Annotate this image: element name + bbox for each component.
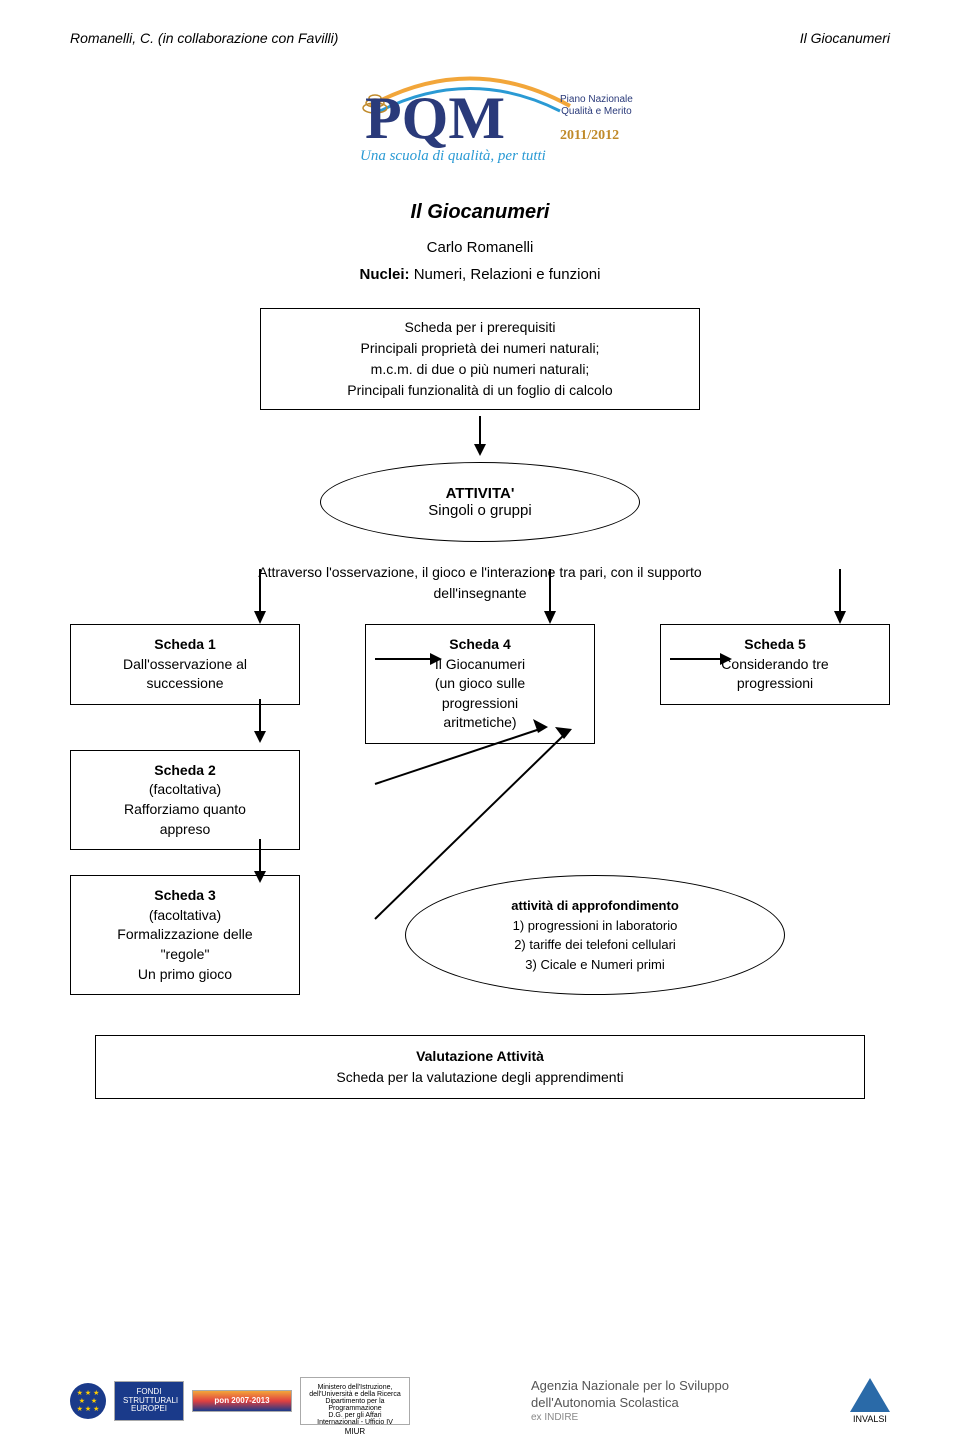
author-subtitle: Carlo Romanelli — [70, 239, 890, 256]
scheda3-l3: "regole" — [83, 945, 287, 965]
scheda2-l3: appreso — [83, 820, 287, 840]
scheda1-title: Scheda 1 — [83, 635, 287, 655]
prereq-l1: Scheda per i prerequisiti — [273, 317, 687, 338]
scheda1-box: Scheda 1 Dall'osservazione al succession… — [70, 624, 300, 705]
scheda5-l2: progressioni — [673, 674, 877, 694]
nuclei-line: Nuclei: Numeri, Relazioni e funzioni — [70, 266, 890, 283]
invalsi-label: INVALSI — [850, 1414, 890, 1424]
header-right: Il Giocanumeri — [800, 30, 890, 46]
miur-text: Ministero dell'Istruzione, dell'Universi… — [309, 1384, 401, 1426]
scheda4-l3: progressioni — [378, 694, 582, 714]
footer-left-block: ★ ★ ★★ ★★ ★ ★ FONDI STRUTTURALI EUROPEI … — [70, 1377, 410, 1425]
attivita-sub: Singoli o gruppi — [428, 502, 531, 519]
pqm-side-line2: Qualità e Merito — [560, 106, 633, 118]
approf-title: attività di approfondimento — [511, 896, 679, 916]
header-left: Romanelli, C. (in collaborazione con Fav… — [70, 30, 338, 46]
prereq-l3: m.c.m. di due o più numeri naturali; — [273, 359, 687, 380]
bottom-row: Scheda 3 (facoltativa) Formalizzazione d… — [70, 875, 890, 995]
invalsi-logo: INVALSI — [850, 1378, 890, 1424]
approf-l1: 1) progressioni in laboratorio — [513, 916, 678, 936]
approfondimento-oval: attività di approfondimento 1) progressi… — [405, 875, 785, 995]
nuclei-value: Numeri, Relazioni e funzioni — [414, 266, 601, 283]
agency-l2: dell'Autonomia Scolastica — [531, 1395, 729, 1412]
attivita-oval: ATTIVITA' Singoli o gruppi — [320, 462, 640, 542]
pqm-year: 2011/2012 — [560, 128, 619, 144]
valutazione-title: Valutazione Attività — [106, 1046, 854, 1067]
mid-text: Attraverso l'osservazione, il gioco e l'… — [210, 562, 750, 604]
pqm-side-line1: Piano Nazionale — [560, 94, 633, 106]
scheda1-l1: Dall'osservazione al — [83, 655, 287, 675]
scheda3-l1: (facoltativa) — [83, 906, 287, 926]
scheda2-title: Scheda 2 — [83, 761, 287, 781]
eu-stars-icon: ★ ★ ★★ ★★ ★ ★ — [70, 1383, 106, 1419]
footer-center-block: Agenzia Nazionale per lo Sviluppo dell'A… — [531, 1378, 729, 1425]
prereq-l2: Principali proprietà dei numeri naturali… — [273, 338, 687, 359]
fondi-label: FONDI STRUTTURALI EUROPEI — [114, 1381, 184, 1421]
page-header: Romanelli, C. (in collaborazione con Fav… — [70, 30, 890, 46]
scheda4-title: Scheda 4 — [378, 635, 582, 655]
scheda5-l1: Considerando tre — [673, 655, 877, 675]
valutazione-l1: Scheda per la valutazione degli apprendi… — [106, 1067, 854, 1088]
approf-l2: 2) tariffe dei telefoni cellulari — [514, 935, 676, 955]
prereq-box: Scheda per i prerequisiti Principali pro… — [260, 308, 700, 410]
valutazione-box: Valutazione Attività Scheda per la valut… — [95, 1035, 865, 1099]
scheda1-l2: successione — [83, 674, 287, 694]
agency-l3: ex INDIRE — [531, 1411, 729, 1424]
miur-label: MIUR — [309, 1428, 401, 1437]
agency-l1: Agenzia Nazionale per lo Sviluppo — [531, 1378, 729, 1395]
footer-right-block: INVALSI — [850, 1378, 890, 1424]
footer-row: ★ ★ ★★ ★★ ★ ★ FONDI STRUTTURALI EUROPEI … — [70, 1377, 890, 1425]
scheda4-l2: (un gioco sulle — [378, 674, 582, 694]
scheda4-box: Scheda 4 Il Giocanumeri (un gioco sulle … — [365, 624, 595, 744]
scheda2-l1: (facoltativa) — [83, 780, 287, 800]
pon-badge: pon 2007-2013 — [192, 1390, 292, 1413]
scheda5-box: Scheda 5 Considerando tre progressioni — [660, 624, 890, 705]
invalsi-triangle-icon — [850, 1378, 890, 1412]
scheda5-title: Scheda 5 — [673, 635, 877, 655]
scheda3-title: Scheda 3 — [83, 886, 287, 906]
pqm-logo-block: PQM Piano Nazionale Qualità e Merito 201… — [70, 66, 890, 181]
prereq-l4: Principali funzionalità di un foglio di … — [273, 380, 687, 401]
arrow-icon — [472, 416, 488, 456]
pqm-letters: PQM — [365, 84, 505, 153]
scheda4-l4: aritmetiche) — [378, 713, 582, 733]
attivita-label: ATTIVITA' — [446, 485, 515, 502]
agency-text: Agenzia Nazionale per lo Sviluppo dell'A… — [531, 1378, 729, 1425]
scheda2-box: Scheda 2 (facoltativa) Rafforziamo quant… — [70, 750, 300, 850]
nuclei-label: Nuclei: — [360, 266, 410, 283]
main-title: Il Giocanumeri — [70, 201, 890, 224]
scheda4-l1: Il Giocanumeri — [378, 655, 582, 675]
scheda-row: Scheda 1 Dall'osservazione al succession… — [70, 624, 890, 850]
scheda2-l2: Rafforziamo quanto — [83, 800, 287, 820]
scheda3-box: Scheda 3 (facoltativa) Formalizzazione d… — [70, 875, 300, 995]
pqm-tagline: Una scuola di qualità, per tutti — [360, 148, 546, 165]
miur-badge: Ministero dell'Istruzione, dell'Universi… — [300, 1377, 410, 1425]
approf-l3: 3) Cicale e Numeri primi — [525, 955, 664, 975]
scheda3-l4: Un primo gioco — [83, 965, 287, 985]
pqm-side-text: Piano Nazionale Qualità e Merito — [560, 94, 633, 118]
scheda3-l2: Formalizzazione delle — [83, 925, 287, 945]
